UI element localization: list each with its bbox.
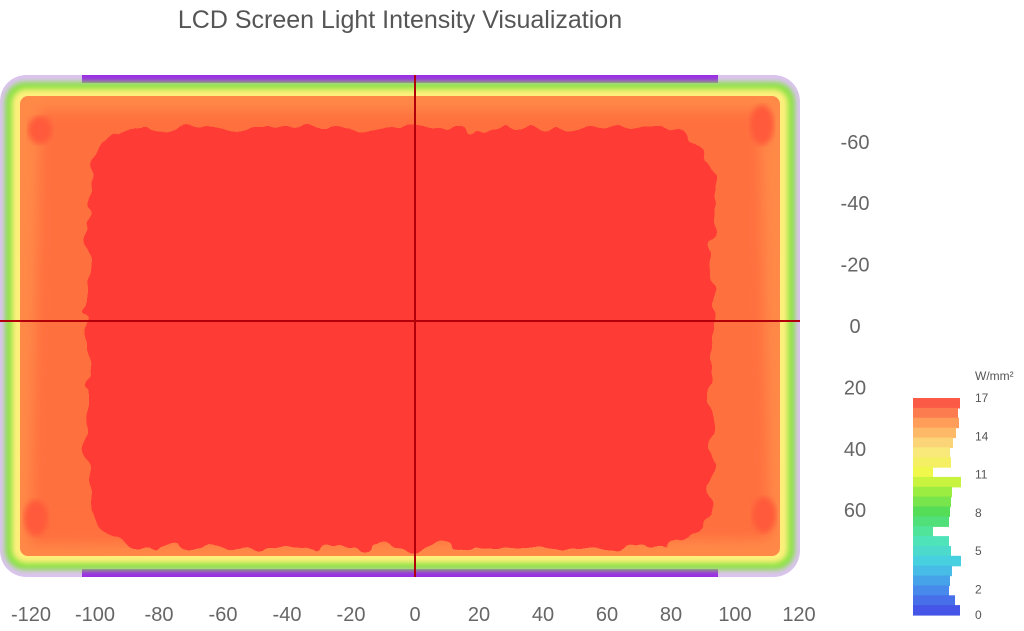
x-tick-label: 40 (532, 604, 554, 626)
colorbar-swatch (913, 526, 933, 537)
x-tick-label: 60 (596, 604, 618, 626)
colorbar-swatch (913, 457, 951, 468)
y-tick-label: -20 (841, 255, 870, 277)
colorbar-swatch (913, 476, 961, 488)
colorbar-swatch (913, 516, 949, 527)
colorbar-swatch (913, 447, 950, 458)
y-tick-label: 0 (849, 316, 860, 338)
zone-center-corner-tr (750, 105, 774, 145)
colorbar-ticks: 17 14 11 8 5 2 0 (975, 391, 989, 622)
colorbar-tick-label: 14 (975, 429, 989, 443)
colorbar-tick-label: 2 (975, 583, 982, 597)
colorbar-tick-label: 5 (975, 544, 982, 558)
y-axis: -60 -40 -20 0 20 40 60 (841, 132, 870, 522)
zone-center (88, 128, 712, 548)
heatmap (0, 75, 800, 577)
colorbar-tick-label: 8 (975, 506, 982, 520)
x-tick-label: -20 (337, 604, 366, 626)
x-tick-label: 0 (409, 604, 420, 626)
x-tick-label: -40 (273, 604, 302, 626)
colorbar-swatches (913, 398, 961, 616)
colorbar-swatch (913, 595, 955, 606)
y-tick-label: 40 (844, 439, 866, 461)
colorbar-tick-label: 11 (975, 468, 988, 482)
colorbar-swatch (913, 467, 933, 478)
x-tick-label: 20 (468, 604, 490, 626)
x-tick-label: 80 (660, 604, 682, 626)
colorbar-swatch (913, 427, 956, 439)
zone-center-corner-br (752, 497, 776, 533)
colorbar-swatch (913, 555, 961, 567)
x-tick-label: 100 (718, 604, 751, 626)
y-tick-label: 60 (844, 500, 866, 522)
colorbar-swatch (913, 407, 958, 419)
y-tick-label: -40 (841, 193, 870, 215)
colorbar-swatch (913, 585, 949, 596)
colorbar-swatch (913, 417, 959, 429)
x-tick-label: -100 (75, 604, 115, 626)
zone-edge-strip-bottom (82, 569, 718, 577)
colorbar-swatch (913, 546, 951, 557)
colorbar-unit: W/mm² (975, 369, 1014, 383)
y-tick-label: 20 (844, 377, 866, 399)
colorbar-swatch (913, 575, 950, 586)
y-tick-label: -60 (841, 132, 870, 154)
x-tick-label: -60 (209, 604, 238, 626)
colorbar-tick-label: 17 (975, 391, 989, 405)
colorbar: W/mm² 17 14 11 8 5 2 0 (913, 369, 1014, 622)
colorbar-swatch (913, 496, 951, 508)
x-tick-label: -80 (145, 604, 174, 626)
chart-title: LCD Screen Light Intensity Visualization (178, 6, 622, 34)
colorbar-swatch (913, 565, 952, 577)
colorbar-tick-label: 0 (975, 608, 982, 622)
colorbar-swatch (913, 398, 960, 409)
colorbar-swatch (913, 605, 960, 616)
zone-center-corner-tl (28, 116, 52, 144)
x-axis: -120 -100 -80 -60 -40 -20 0 20 40 60 80 100 120 (11, 604, 816, 626)
colorbar-swatch (913, 437, 953, 448)
zone-center-corner-bl (24, 500, 48, 536)
colorbar-swatch (913, 486, 952, 498)
x-tick-label: -120 (11, 604, 51, 626)
x-tick-label: 120 (782, 604, 815, 626)
colorbar-swatch (913, 506, 950, 517)
colorbar-swatch (913, 536, 949, 547)
zone-edge-strip-top (82, 75, 718, 83)
